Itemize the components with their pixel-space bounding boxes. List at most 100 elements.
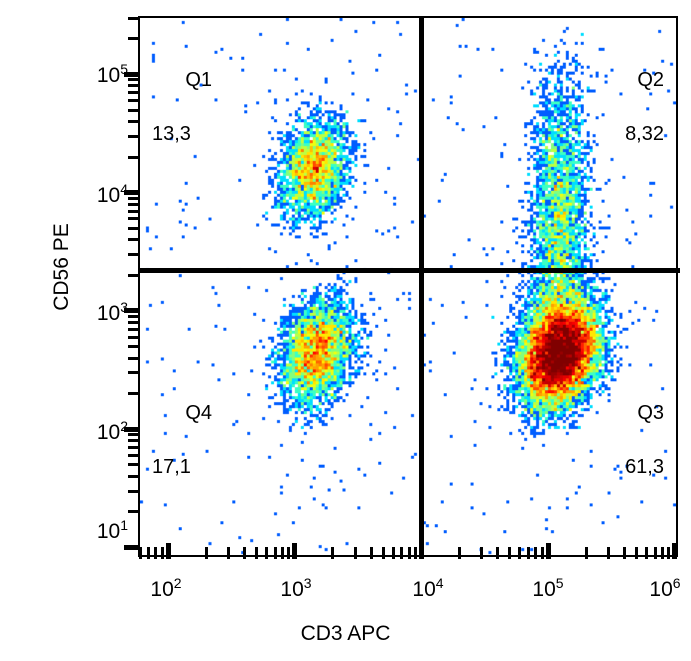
y-tick <box>124 71 140 77</box>
y-tick <box>124 308 140 314</box>
quadrant-divider-horizontal[interactable] <box>140 267 680 273</box>
quadrant-divider-vertical[interactable] <box>418 18 424 559</box>
y-tick-label-2: 102 <box>96 419 128 444</box>
x-tick <box>407 547 411 559</box>
x-tick <box>165 543 171 559</box>
quadrant-label-q2: Q2 8,32 <box>604 40 664 202</box>
y-tick-label-4: 104 <box>96 181 128 207</box>
y-tick <box>128 446 140 450</box>
y-tick <box>128 217 140 221</box>
x-tick <box>204 547 208 559</box>
x-tick <box>672 543 678 559</box>
x-tick <box>273 547 277 559</box>
y-tick <box>128 253 140 257</box>
x-tick <box>480 547 484 559</box>
x-tick <box>292 543 298 559</box>
y-tick <box>128 474 140 478</box>
x-tick <box>518 547 522 559</box>
y-tick <box>124 426 140 432</box>
x-tick <box>146 547 150 559</box>
x-tick <box>160 547 164 559</box>
y-tick <box>128 371 140 375</box>
x-tick <box>265 547 269 559</box>
x-tick <box>645 547 649 559</box>
x-tick <box>526 547 530 559</box>
y-tick <box>128 439 140 443</box>
y-tick <box>128 134 140 138</box>
quadrant-name-q2: Q2 <box>637 69 664 91</box>
y-tick <box>128 196 140 200</box>
x-tick-label-5: 105 <box>532 575 564 601</box>
y-tick <box>124 190 140 196</box>
x-tick <box>400 547 404 559</box>
x-tick <box>622 547 626 559</box>
x-tick <box>496 547 500 559</box>
x-tick <box>458 547 462 559</box>
x-axis-title: CD3 APC <box>300 622 391 645</box>
y-tick <box>124 545 140 551</box>
y-tick <box>128 320 140 324</box>
y-tick <box>128 209 140 213</box>
x-tick-label-3: 103 <box>280 575 312 601</box>
y-tick <box>128 489 140 493</box>
y-tick <box>128 327 140 331</box>
y-tick <box>128 99 140 103</box>
y-tick <box>128 335 140 339</box>
y-tick <box>128 226 140 230</box>
quadrant-name-q4: Q4 <box>185 402 213 424</box>
x-tick <box>381 547 385 559</box>
y-tick <box>128 392 140 396</box>
quadrant-name-q3: Q3 <box>637 402 664 424</box>
plot-area[interactable]: Q1 13,3 Q2 8,32 Q3 61,3 Q4 17,1 <box>124 16 680 559</box>
x-tick <box>534 547 538 559</box>
y-tick <box>128 273 140 277</box>
x-tick <box>331 547 335 559</box>
x-tick-label-2: 102 <box>150 575 182 601</box>
y-tick <box>128 155 140 159</box>
y-tick <box>128 433 140 437</box>
x-tick <box>242 547 246 559</box>
x-tick <box>653 547 657 559</box>
x-tick-label-6: 106 <box>649 575 681 601</box>
y-tick <box>128 37 140 41</box>
x-tick <box>154 547 158 559</box>
x-tick <box>280 547 284 559</box>
y-tick-label-1: 101 <box>96 517 128 543</box>
y-tick <box>128 238 140 242</box>
y-tick <box>128 108 140 112</box>
y-tick <box>128 91 140 95</box>
y-tick <box>128 16 140 20</box>
y-tick-label-5: 105 <box>96 61 128 87</box>
x-tick <box>607 547 611 559</box>
x-tick <box>660 547 664 559</box>
x-tick <box>353 547 357 559</box>
quadrant-label-q1: Q1 13,3 <box>152 40 212 202</box>
x-tick <box>414 547 418 559</box>
quadrant-percent-q2: 8,32 <box>625 123 664 145</box>
y-tick <box>128 463 140 467</box>
y-tick <box>128 84 140 88</box>
x-tick-label-4: 104 <box>412 575 444 601</box>
y-tick <box>128 356 140 360</box>
x-tick <box>138 547 142 559</box>
x-tick <box>667 547 671 559</box>
y-tick <box>128 510 140 514</box>
y-tick <box>128 119 140 123</box>
x-tick <box>287 547 291 559</box>
quadrant-label-q3: Q3 61,3 <box>604 373 664 535</box>
y-tick <box>128 345 140 349</box>
quadrant-percent-q3: 61,3 <box>625 456 664 478</box>
x-tick <box>391 547 395 559</box>
x-tick <box>635 547 639 559</box>
quadrant-name-q1: Q1 <box>185 69 213 91</box>
x-tick <box>508 547 512 559</box>
y-tick <box>128 314 140 318</box>
x-tick <box>369 547 373 559</box>
scatter-density-canvas <box>140 18 676 555</box>
x-tick <box>584 547 588 559</box>
quadrant-percent-q1: 13,3 <box>152 123 191 145</box>
quadrant-label-q4: Q4 17,1 <box>152 373 212 535</box>
x-tick <box>540 547 544 559</box>
x-tick <box>255 547 259 559</box>
